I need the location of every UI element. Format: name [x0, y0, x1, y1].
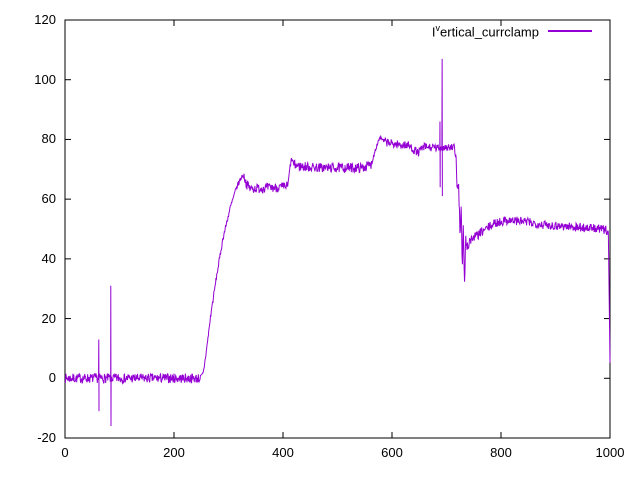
plot-border: [64, 19, 611, 439]
x-tick-label: 1000: [595, 445, 625, 460]
x-tick-label: 400: [272, 445, 294, 460]
y-tick-label: 60: [41, 191, 56, 207]
legend-line-sample: [548, 30, 592, 33]
y-tick-label: 100: [34, 71, 56, 87]
y-tick-label: 20: [41, 310, 56, 326]
x-tick-label: 600: [381, 445, 403, 460]
series-line: [64, 58, 611, 427]
x-tick-label: 800: [490, 445, 512, 460]
legend-label: Ivertical_currclamp: [432, 23, 539, 39]
legend: Ivertical_currclamp: [432, 23, 592, 39]
y-tick-label: 80: [41, 131, 56, 147]
y-tick-label: 0: [48, 370, 56, 386]
legend-label-base: I: [431, 24, 436, 40]
legend-label-rest: ertical_currclamp: [440, 24, 539, 40]
x-tick-label: 200: [163, 445, 185, 460]
legend-label-superscript: v: [435, 23, 441, 33]
y-tick-label: 40: [41, 250, 56, 266]
y-tick-label: -20: [37, 430, 56, 445]
y-tick-label: 120: [34, 12, 56, 27]
x-tick-label: 0: [61, 445, 69, 460]
